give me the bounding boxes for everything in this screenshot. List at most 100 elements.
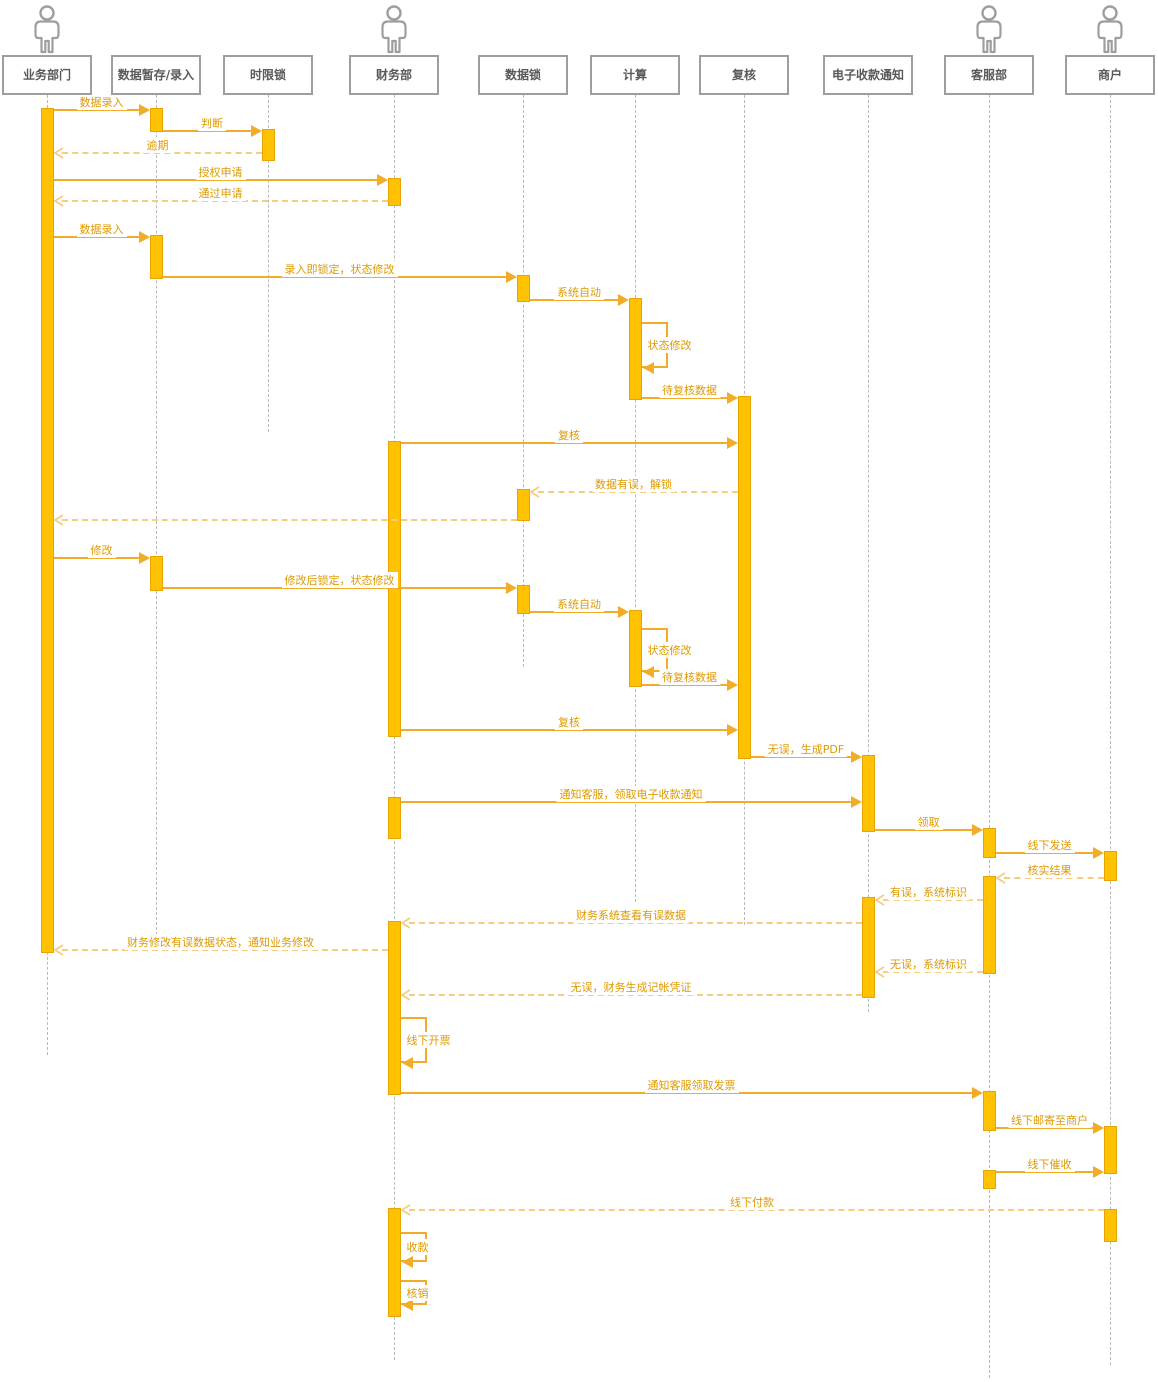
lifeline (988, 95, 990, 1378)
activation-bar (149, 108, 163, 132)
activation-bar (861, 755, 875, 832)
actor-box: 时限锁 (223, 55, 313, 95)
message-label: 逾期 (143, 137, 172, 153)
message-line (400, 1092, 975, 1094)
message-label: 录入即锁定，状态修改 (281, 261, 398, 277)
message-label: 线下发送 (1024, 837, 1075, 853)
activation-bar (387, 1208, 401, 1317)
actor-label: 时限锁 (249, 67, 286, 82)
activation-bar (387, 797, 401, 839)
activation-bar (1103, 1126, 1117, 1174)
arrowhead-chevron-icon (399, 1204, 411, 1216)
actor-label: 数据暂存/录入 (117, 67, 195, 82)
arrowhead-triangle-icon (971, 824, 983, 836)
actor-box: 客服部 (944, 55, 1034, 95)
person-icon (971, 4, 1007, 58)
arrowhead-triangle-icon (1092, 847, 1104, 859)
actor-label: 数据锁 (504, 67, 541, 82)
message-label: 线下催收 (1024, 1156, 1075, 1172)
arrowhead-triangle-icon (505, 271, 517, 283)
message-label: 领取 (914, 814, 943, 830)
message-line (882, 971, 983, 973)
arrowhead-triangle-icon (642, 362, 654, 374)
arrowhead-triangle-icon (726, 724, 738, 736)
arrowhead-chevron-icon (52, 944, 64, 956)
person-icon (1092, 4, 1128, 58)
message-line (995, 852, 1096, 854)
activation-bar (516, 275, 530, 302)
arrowhead-triangle-icon (505, 582, 517, 594)
self-message-label: 核销 (404, 1284, 431, 1301)
message-line (1003, 877, 1104, 879)
actor-label: 客服部 (970, 67, 1007, 82)
lifeline (1109, 95, 1111, 1365)
message-line (400, 442, 730, 444)
message-label: 线下付款 (727, 1194, 777, 1210)
message-line (529, 611, 621, 613)
message-line (408, 922, 862, 924)
actor-box: 计算 (590, 55, 680, 95)
message-label: 判断 (198, 115, 226, 131)
message-label: 财务系统查看有误数据 (573, 907, 689, 923)
arrowhead-triangle-icon (642, 666, 654, 678)
self-message-label: 线下开票 (404, 1032, 453, 1048)
message-label: 核实结果 (1024, 862, 1075, 878)
message-line (162, 587, 509, 589)
message-line (61, 152, 262, 154)
message-label: 授权申请 (195, 164, 246, 180)
arrowhead-chevron-icon (52, 195, 64, 207)
message-label: 线下邮寄至商户 (1008, 1112, 1091, 1128)
arrowhead-triangle-icon (138, 552, 150, 564)
message-line (641, 397, 730, 399)
message-label: 有误，系统标识 (887, 884, 970, 900)
lifeline (267, 95, 269, 432)
arrowhead-triangle-icon (376, 174, 388, 186)
message-line (750, 756, 854, 758)
message-line (162, 276, 509, 278)
activation-bar (982, 1170, 996, 1189)
actor-box: 业务部门 (2, 55, 92, 95)
actor-box: 财务部 (349, 55, 439, 95)
arrowhead-triangle-icon (850, 796, 862, 808)
activation-bar (982, 828, 996, 858)
message-label: 通知客服，领取电子收款通知 (556, 786, 706, 802)
message-line (882, 899, 983, 901)
arrowhead-triangle-icon (726, 437, 738, 449)
message-label: 复核 (555, 427, 583, 443)
arrowhead-chevron-icon (528, 486, 540, 498)
activation-bar (861, 897, 875, 998)
actor-label: 财务部 (375, 67, 412, 82)
message-line (53, 557, 142, 559)
message-line (529, 299, 621, 301)
activation-bar (261, 129, 275, 161)
actor-box: 商户 (1065, 55, 1155, 95)
arrowhead-triangle-icon (850, 751, 862, 763)
person-icon (376, 4, 412, 58)
message-label: 无误，财务生成记帐凭证 (567, 979, 695, 995)
actor-box: 数据锁 (478, 55, 568, 95)
arrowhead-chevron-icon (52, 514, 64, 526)
arrowhead-chevron-icon (873, 894, 885, 906)
self-message-label: 状态修改 (645, 337, 694, 353)
message-label: 复核 (555, 714, 583, 730)
message-label: 无误，系统标识 (887, 956, 970, 972)
message-line (874, 829, 975, 831)
message-line (995, 1127, 1096, 1129)
arrowhead-chevron-icon (399, 917, 411, 929)
lifeline (522, 95, 524, 667)
self-message-label: 状态修改 (645, 642, 694, 658)
arrowhead-triangle-icon (401, 1256, 413, 1268)
activation-bar (516, 585, 530, 614)
self-message-label: 收款 (404, 1239, 431, 1255)
message-label: 待复核数据 (659, 669, 720, 685)
message-line (537, 491, 738, 493)
message-line (162, 130, 254, 132)
message-line (61, 949, 388, 951)
arrowhead-triangle-icon (1092, 1166, 1104, 1178)
arrowhead-triangle-icon (401, 1299, 413, 1311)
message-line (400, 729, 730, 731)
message-label: 待复核数据 (659, 382, 720, 398)
message-label: 系统自动 (554, 596, 604, 612)
message-line (400, 801, 854, 803)
